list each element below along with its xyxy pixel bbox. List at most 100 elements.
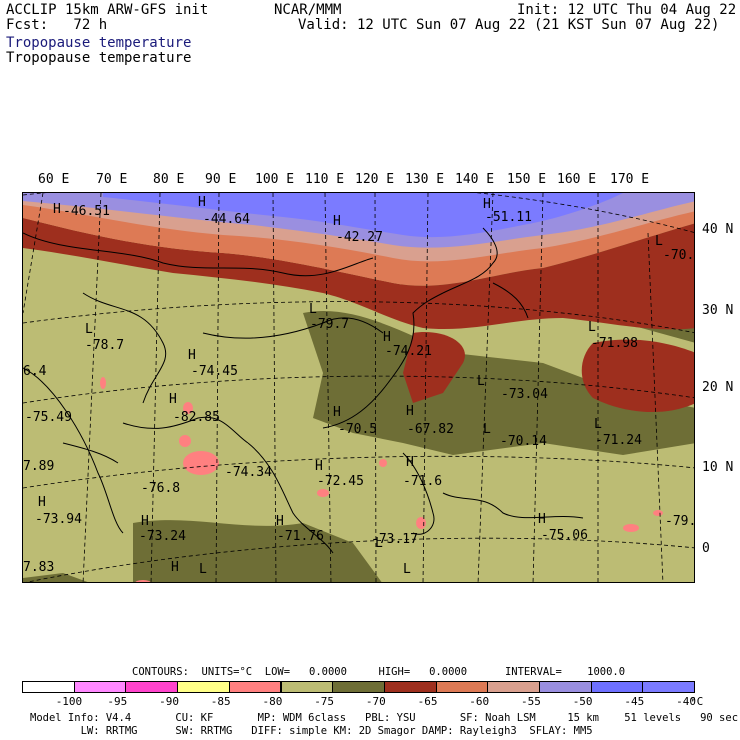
- colorbar-swatch: [539, 681, 592, 693]
- colorbar-level-label: -70: [365, 695, 386, 708]
- map-value-label: -44.64: [203, 212, 250, 227]
- map-value-label: H: [169, 392, 177, 407]
- colorbar-unit: °C: [690, 695, 704, 708]
- map-value-label: -82.85: [173, 410, 220, 425]
- colorbar-swatch: [332, 681, 385, 693]
- colorbar-swatch: [383, 681, 437, 693]
- lon-tick-label: 80 E: [153, 172, 185, 187]
- map-value-label: L: [309, 302, 317, 317]
- colorbar-level-label: -55: [521, 695, 541, 708]
- colorbar-level-label: -75: [314, 695, 335, 708]
- map-value-label: 7.89: [23, 459, 55, 474]
- map-value-label: L: [85, 322, 93, 337]
- map-value-label: L: [199, 562, 207, 577]
- map-value-label: -79.: [665, 514, 695, 529]
- map-value-label: L: [477, 374, 485, 389]
- map-value-label: -71.98: [591, 336, 638, 351]
- colorbar-swatch: [435, 681, 489, 693]
- map-value-label: -73.17: [371, 532, 418, 547]
- map-value-label: H: [483, 197, 491, 212]
- map-value-label: -70.14: [500, 434, 547, 449]
- map-value-label: L: [594, 417, 602, 432]
- lon-tick-label: 140 E: [455, 172, 495, 187]
- map-value-label: H: [198, 195, 206, 210]
- colorbar-level-label: -50: [572, 695, 593, 708]
- map-value-label: -46.51: [63, 204, 110, 219]
- map-value-label: L: [375, 536, 383, 551]
- map-panel: H -46.51 H -44.64 H -42.27 H -51.11 L -70. L -79.7 L…: [22, 192, 695, 583]
- map-value-label: 7.83: [23, 560, 55, 575]
- map-value-label: -42.27: [336, 230, 383, 245]
- map-value-label: -71.6: [403, 474, 443, 489]
- map-value-label: H: [333, 214, 341, 229]
- colorbar-level-label: -95: [107, 695, 128, 708]
- model-info-line2: LW: RRTMG SW: RRTMG DIFF: simple KM: 2D …: [30, 725, 593, 737]
- lon-tick-label: 150 E: [507, 172, 547, 187]
- map-value-label: H: [383, 330, 391, 345]
- map-value-label: -70.5: [338, 422, 378, 437]
- colorbar-level-label: -45: [624, 695, 645, 708]
- forecast-hour: Fcst: 72 h: [6, 17, 108, 33]
- map-value-label: H: [315, 459, 323, 474]
- map-value-label: H: [333, 405, 341, 420]
- field-name-blue: Tropopause temperature: [6, 35, 192, 51]
- model-title: ACCLIP 15km ARW-GFS init: [6, 2, 209, 18]
- lon-tick-label: 130 E: [405, 172, 445, 187]
- colorbar-level-label: -80: [262, 695, 283, 708]
- map-value-label: -73.04: [501, 387, 548, 402]
- map-value-label: -78.7: [85, 338, 125, 353]
- map-value-label: L: [655, 234, 663, 249]
- map-value-label: H: [53, 202, 61, 217]
- colorbar-level-label: -40: [676, 695, 696, 708]
- colorbar-level-label: -90: [159, 695, 179, 708]
- center-name: NCAR/MMM: [274, 2, 342, 18]
- map-value-label: -71.76: [277, 529, 324, 544]
- colorbar-level-label: -85: [210, 695, 231, 708]
- map-value-label: L: [588, 320, 596, 335]
- map-value-label: H: [38, 495, 46, 510]
- lat-tick-label: 30 N: [702, 303, 734, 318]
- colorbar-swatch: [487, 681, 540, 693]
- colorbar-swatch: [177, 681, 230, 693]
- colorbar-swatch: [73, 681, 127, 693]
- field-name-black: Tropopause temperature: [6, 50, 192, 66]
- map-value-label: -71.24: [595, 433, 642, 448]
- map-value-label: -72.45: [317, 474, 364, 489]
- map-field: [23, 193, 694, 582]
- colorbar-swatch: [228, 681, 282, 693]
- lat-tick-label: 40 N: [702, 222, 734, 237]
- colorbar-swatch: [125, 681, 179, 693]
- valid-time: Valid: 12 UTC Sun 07 Aug 22 (21 KST Sun …: [298, 17, 720, 33]
- map-value-label: H: [406, 455, 414, 470]
- lon-tick-label: 70 E: [96, 172, 128, 187]
- colorbar-swatch: [280, 681, 334, 693]
- map-value-label: -75.49: [25, 410, 72, 425]
- map-value-label: -51.11: [485, 210, 532, 225]
- lon-tick-label: 60 E: [38, 172, 70, 187]
- map-value-label: H: [406, 404, 414, 419]
- lon-tick-label: 110 E: [305, 172, 345, 187]
- map-value-label: 6.4: [23, 364, 47, 379]
- map-value-label: -74.21: [385, 344, 432, 359]
- colorbar-level-label: -100: [55, 695, 83, 708]
- model-info-line1: Model Info: V4.4 CU: KF MP: WDM 6class P…: [30, 712, 739, 724]
- colorbar-level-label: -60: [469, 695, 490, 708]
- map-value-label: H: [188, 348, 196, 363]
- map-value-label: -74.45: [191, 364, 238, 379]
- lat-tick-label: 0: [702, 541, 710, 556]
- map-value-label: -70.: [663, 248, 695, 263]
- colorbar-swatch: [22, 681, 75, 693]
- map-value-label: H: [141, 514, 149, 529]
- map-value-label: -73.94: [35, 512, 82, 527]
- map-value-label: L: [403, 562, 411, 577]
- colorbar-level-label: -65: [417, 695, 438, 708]
- map-value-label: -73.24: [139, 529, 186, 544]
- lat-tick-label: 20 N: [702, 380, 734, 395]
- map-value-label: -76.8: [141, 481, 181, 496]
- map-value-label: -79.7: [310, 317, 350, 332]
- lon-tick-label: 100 E: [255, 172, 295, 187]
- lat-tick-label: 10 N: [702, 460, 734, 475]
- lon-tick-label: 160 E: [557, 172, 597, 187]
- init-time: Init: 12 UTC Thu 04 Aug 22: [517, 2, 737, 18]
- map-value-label: -75.06: [541, 528, 588, 543]
